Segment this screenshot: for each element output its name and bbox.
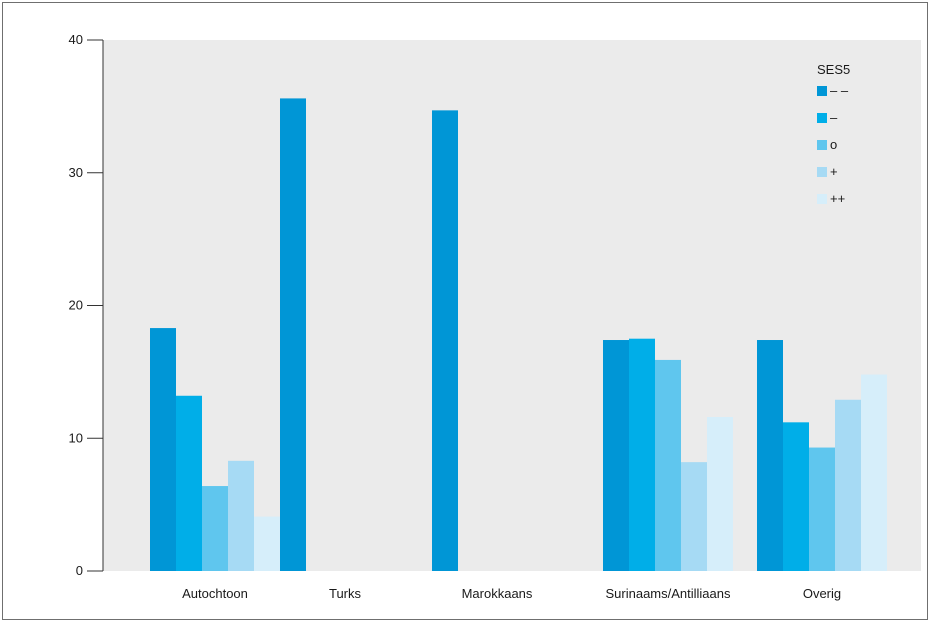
legend-swatch — [817, 86, 827, 96]
legend-title: SES5 — [817, 62, 850, 77]
bar-surinaams-antilliaans-series-5 — [707, 417, 733, 571]
x-axis-labels: Autochtoon Turks Marokkaans Surinaams/Antil… — [182, 586, 841, 601]
legend-label: + — [830, 164, 838, 179]
bars-group — [150, 98, 887, 572]
bar-overig-series-4 — [835, 399, 861, 571]
y-axis-ticks: 0 10 20 30 40 — [69, 32, 103, 578]
y-tick-label: 0 — [76, 563, 83, 578]
bar-autochtoon-series-2 — [176, 395, 202, 571]
x-category-label: Overig — [803, 586, 841, 601]
legend-swatch — [817, 194, 827, 204]
bar-autochtoon-series-5 — [254, 516, 280, 571]
bar-marokkaans-series-1 — [432, 110, 458, 572]
y-tick-label: 20 — [69, 298, 83, 313]
bar-overig-series-5 — [861, 374, 887, 571]
bar-overig-series-2 — [783, 422, 809, 571]
bar-overig-series-1 — [757, 340, 783, 571]
bar-overig-series-3 — [809, 447, 835, 571]
bar-turks-series-1 — [280, 98, 306, 571]
x-category-label: Marokkaans — [462, 586, 533, 601]
bar-autochtoon-series-1 — [150, 328, 176, 571]
legend-swatch — [817, 140, 827, 150]
legend-label: – — [830, 110, 838, 125]
y-tick-label: 30 — [69, 165, 83, 180]
bar-surinaams-antilliaans-series-2 — [629, 338, 655, 571]
y-tick-label: 10 — [69, 430, 83, 445]
legend-swatch — [817, 113, 827, 123]
x-category-label: Autochtoon — [182, 586, 248, 601]
x-category-label: Surinaams/Antilliaans — [605, 586, 731, 601]
x-category-label: Turks — [329, 586, 362, 601]
bar-autochtoon-series-4 — [228, 460, 254, 571]
bar-surinaams-antilliaans-series-4 — [681, 462, 707, 571]
bar-chart: 0 10 20 30 40 Autochtoon Turks Marokkaans Surin… — [69, 32, 921, 601]
bar-surinaams-antilliaans-series-3 — [655, 359, 681, 571]
legend-label: o — [830, 137, 837, 152]
bar-surinaams-antilliaans-series-1 — [603, 340, 629, 571]
y-tick-label: 40 — [69, 32, 83, 47]
legend-label: ++ — [830, 191, 845, 206]
bar-autochtoon-series-3 — [202, 486, 228, 571]
legend: SES5 – ––o+++ — [817, 62, 850, 206]
legend-label: – – — [830, 83, 849, 98]
legend-swatch — [817, 167, 827, 177]
